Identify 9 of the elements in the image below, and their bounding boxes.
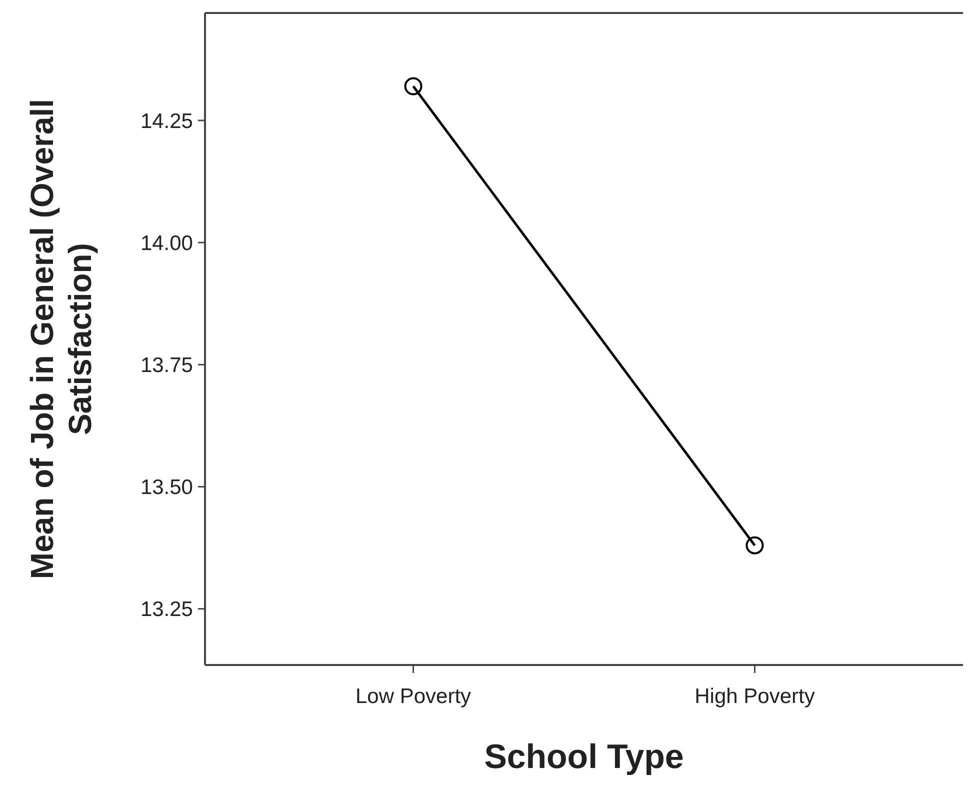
x-tick-label: High Poverty (694, 685, 816, 708)
y-tick-label: 14.25 (140, 110, 193, 133)
y-tick-label: 13.50 (140, 476, 193, 500)
y-axis-title: Mean of Job in General (Overall Satisfaction) (24, 98, 98, 580)
x-tick-label: Low Poverty (356, 685, 472, 708)
y-tick-label: 13.75 (140, 354, 193, 377)
x-axis-title: School Type (484, 738, 684, 776)
y-tick-label: 14.00 (140, 232, 193, 255)
y-tick-label: 13.25 (140, 598, 193, 622)
